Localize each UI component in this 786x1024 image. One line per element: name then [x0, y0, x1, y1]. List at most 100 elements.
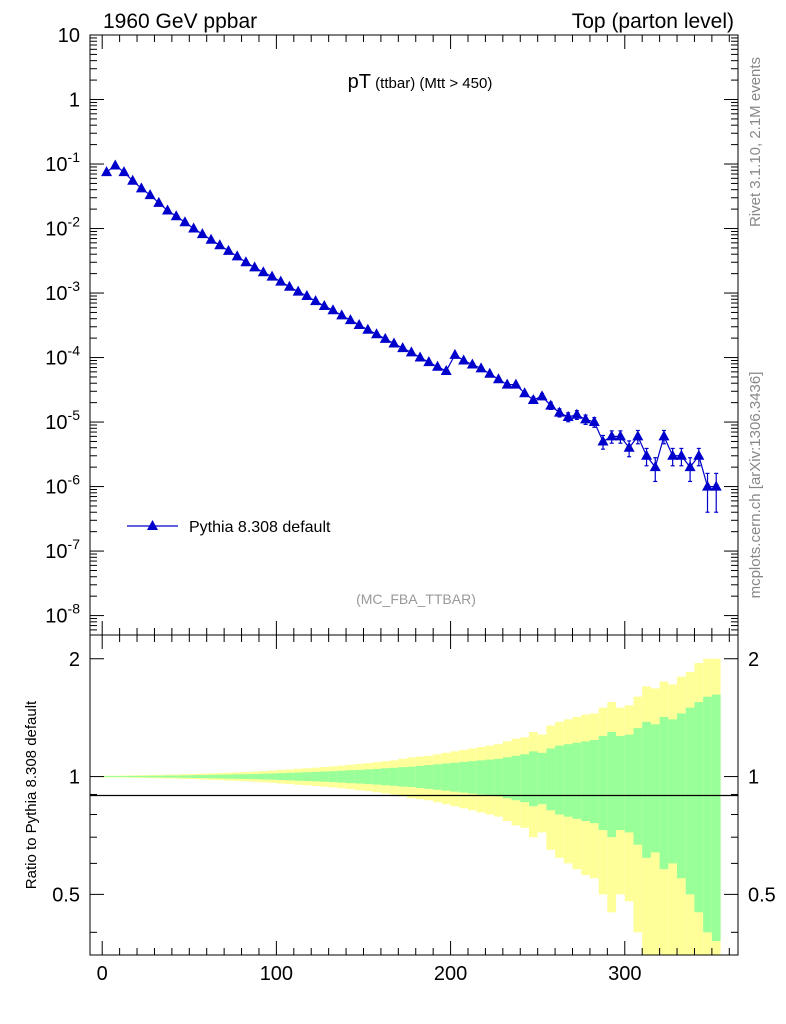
y-tick-label: 10-6: [45, 472, 80, 499]
data-point: [405, 346, 417, 357]
data-point: [649, 461, 661, 472]
ratio-band-inner-bin: [380, 768, 390, 786]
ratio-band-inner-bin: [624, 734, 634, 833]
ratio-panel: 0 100 200 300 2 2 1 1 0.5 0.5: [52, 634, 776, 985]
data-point: [484, 367, 496, 378]
data-point: [283, 280, 295, 291]
data-point: [432, 360, 444, 371]
data-point: [170, 210, 182, 221]
data-point: [196, 228, 208, 239]
data-point: [275, 275, 287, 286]
ratio-band-inner-bin: [389, 767, 399, 786]
ratio-band-inner-bin: [650, 724, 660, 853]
ratio-band-inner-bin: [398, 767, 408, 787]
ratio-band-inner-bin: [250, 774, 259, 780]
x-tick-label: 0: [97, 963, 108, 985]
ratio-band-inner-bin: [668, 719, 678, 864]
legend-label: Pythia 8.308 default: [189, 519, 331, 536]
ratio-band-inner-bin: [215, 774, 225, 779]
main-x-axis: [101, 35, 730, 635]
x-tick-label: 300: [608, 963, 641, 985]
data-point: [336, 309, 348, 320]
ratio-band-inner-bin: [572, 742, 582, 819]
ratio-band-inner-bin: [528, 751, 538, 807]
ratio-band-inner-bin: [206, 774, 216, 779]
data-point: [388, 337, 400, 348]
data-point: [144, 189, 156, 200]
data-point: [475, 362, 487, 373]
data-point: [693, 449, 705, 460]
data-point: [127, 174, 139, 185]
y-tick-label: 10-3: [45, 278, 80, 305]
x-tick-label: 100: [260, 963, 293, 985]
data-point: [231, 250, 243, 261]
plot-title-main: pT: [348, 71, 371, 93]
ratio-band-inner-bin: [128, 775, 138, 778]
data-point: [301, 289, 313, 300]
ratio-band-inner-bin: [703, 696, 712, 933]
data-point: [257, 266, 269, 277]
legend: Pythia 8.308 default: [127, 519, 331, 536]
ratio-band-inner-bin: [511, 755, 521, 801]
ratio-band-inner-bin: [198, 775, 207, 779]
analysis-label: (MC_FBA_TTBAR): [356, 591, 476, 607]
data-point: [667, 449, 679, 460]
data-point: [702, 480, 714, 491]
ratio-band-inner-bin: [163, 775, 172, 778]
y-tick-label: 10-5: [45, 407, 80, 434]
ratio-band-inner-bin: [468, 761, 477, 794]
data-point: [397, 342, 409, 353]
ratio-band-inner-bin: [485, 759, 495, 796]
data-point: [344, 314, 356, 325]
ratio-band-inner-bin: [354, 769, 364, 784]
ratio-band-inner-bin: [494, 758, 503, 797]
data-point: [510, 378, 522, 389]
side-label-lower: mcplots.cern.ch [arXiv:1306.3436]: [747, 372, 764, 599]
ratio-axes: 0 100 200 300 2 2 1 1 0.5 0.5: [52, 635, 776, 985]
ratio-band-inner-bin: [450, 762, 460, 792]
data-point: [327, 304, 339, 315]
ratio-band-inner-bin: [276, 773, 286, 780]
data-point: [423, 356, 435, 367]
ratio-band-inner-bin: [293, 772, 303, 781]
data-point: [362, 323, 374, 334]
ratio-band-inner-bin: [433, 764, 442, 790]
ratio-frame: [89, 634, 739, 956]
ratio-band-inner-bin: [581, 741, 590, 821]
data-point: [527, 393, 539, 404]
ratio-y-label: Ratio to Pythia 8.308 default: [23, 700, 40, 889]
ratio-band-inner-bin: [555, 745, 564, 815]
ratio-y-tick-label: 1: [69, 767, 80, 789]
ratio-band-inner-bin: [119, 776, 129, 778]
ratio-band-inner-bin: [319, 771, 329, 782]
ratio-band-inner-bin: [598, 735, 608, 831]
ratio-band-inner-bin: [137, 775, 146, 778]
ratio-band-inner-bin: [546, 748, 556, 811]
y-tick-label: 1: [69, 90, 80, 112]
ratio-band-inner-bin: [102, 776, 111, 778]
data-point: [710, 480, 722, 491]
y-tick-label: 10-7: [45, 536, 80, 563]
data-point: [318, 299, 330, 310]
header-left: 1960 GeV ppbar: [103, 10, 257, 33]
ratio-band-inner-bin: [459, 761, 468, 793]
ratio-band-inner-bin: [633, 728, 643, 845]
ratio-band-inner-bin: [224, 774, 233, 779]
data-point: [632, 430, 644, 441]
ratio-band-inner-bin: [563, 744, 573, 817]
ratio-band-inner-bin: [711, 694, 721, 942]
header-right: Top (parton level): [572, 10, 734, 33]
data-point: [379, 332, 391, 343]
data-point: [118, 166, 130, 177]
data-point: [249, 261, 261, 272]
ratio-band-inner-bin: [337, 770, 347, 783]
ratio-band-inner-bin: [258, 773, 268, 780]
ratio-band-inner-bin: [154, 775, 164, 778]
ratio-y-tick-label: 0.5: [52, 884, 80, 906]
ratio-band-inner-bin: [189, 775, 198, 778]
ratio-band-inner-bin: [424, 765, 434, 789]
data-point: [458, 354, 470, 365]
data-point: [614, 430, 626, 441]
ratio-band-inner-bin: [346, 770, 355, 784]
